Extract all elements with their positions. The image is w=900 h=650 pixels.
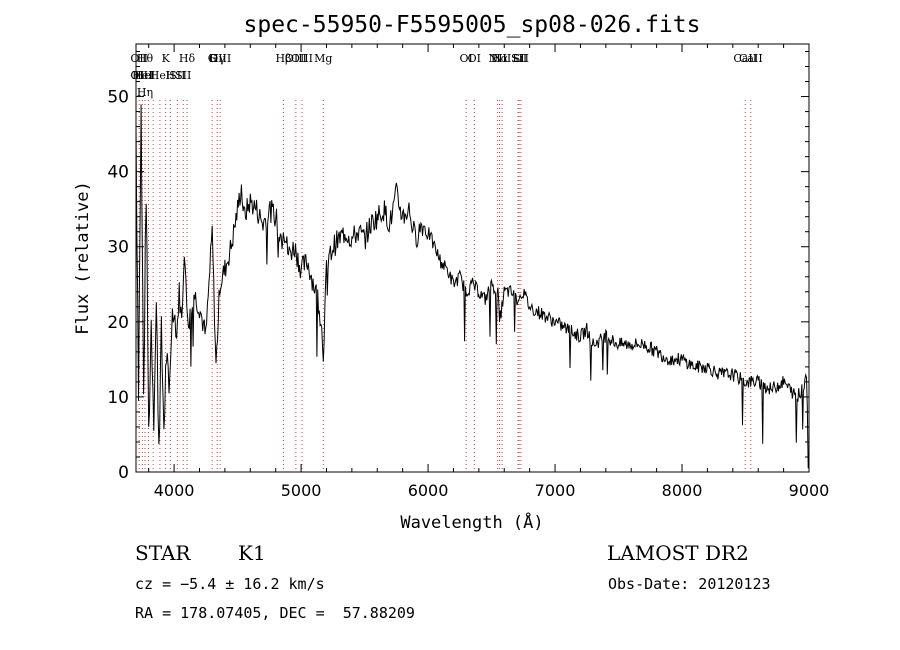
emission-line-label: OIII [285,52,307,65]
emission-line-label: OIII [209,52,231,65]
x-tick-label: 8000 [662,481,703,500]
obs-date: Obs-Date: 20120123 [608,575,771,593]
emission-line-label: OII [130,52,148,65]
emission-line-label: SII [175,69,191,82]
emission-line-label: OI [459,52,472,65]
emission-line-label: Hθ [137,52,154,65]
y-tick-label: 0 [118,463,129,483]
y-tick-label: 20 [107,313,129,333]
emission-line-label: SII [513,52,529,65]
emission-line-label: Li [513,52,524,65]
emission-line-label: G [208,52,217,65]
x-tick-label: 5000 [281,481,322,500]
emission-line-label: NII [493,52,511,65]
emission-line-label: CaII [733,52,757,65]
emission-line-label: H [165,69,175,82]
object-class: STAR [135,541,191,565]
emission-line-label: Hδ [179,52,196,65]
y-tick-label: 10 [107,388,129,408]
emission-line-label: CaII [739,52,763,65]
redshift-readout: cz = −5.4 ± 16.2 km/s [135,575,325,593]
x-tick-label: 9000 [789,481,830,500]
y-tick-label: 30 [107,238,129,258]
emission-line-label: HeI [150,69,170,82]
chart-title: spec-55950-F5595005_sp08-026.fits [244,12,701,38]
emission-line-label: NII [488,52,506,65]
emission-line-label: SII [511,52,527,65]
emission-line-label: K [162,52,171,65]
x-axis-ticks: 4000 5000 6000 7000 8000 9000 [148,44,830,500]
y-axis-label: Flux (relative) [73,181,93,335]
emission-line-label: Hβ [275,52,291,65]
emission-line-label: HeI [132,69,152,82]
emission-line-label: OI [468,52,481,65]
emission-lines [138,100,752,472]
emission-line-label: Hα [491,52,509,65]
plot-frame [135,43,810,473]
x-tick-label: 7000 [535,481,576,500]
survey-name: LAMOST DR2 [607,541,749,565]
emission-line-label: OII [130,69,148,82]
x-tick-label: 6000 [408,481,449,500]
x-tick-label: 4000 [154,481,195,500]
y-tick-label: 50 [107,88,129,108]
emission-line-label: Hγ [209,52,226,65]
object-subclass: K1 [238,541,266,565]
emission-line-label: HeI [135,69,155,82]
emission-line-label: Mg [314,52,332,65]
emission-line-label: SII [169,69,185,82]
y-tick-label: 40 [107,163,129,183]
spectrum-series-line [135,104,810,469]
emission-line-label: OIII [291,52,313,65]
coordinates-readout: RA = 178.07405, DEC = 57.88209 [135,604,415,622]
x-axis-label: Wavelength (Å) [400,511,543,533]
emission-line-label: Hη [137,86,153,99]
